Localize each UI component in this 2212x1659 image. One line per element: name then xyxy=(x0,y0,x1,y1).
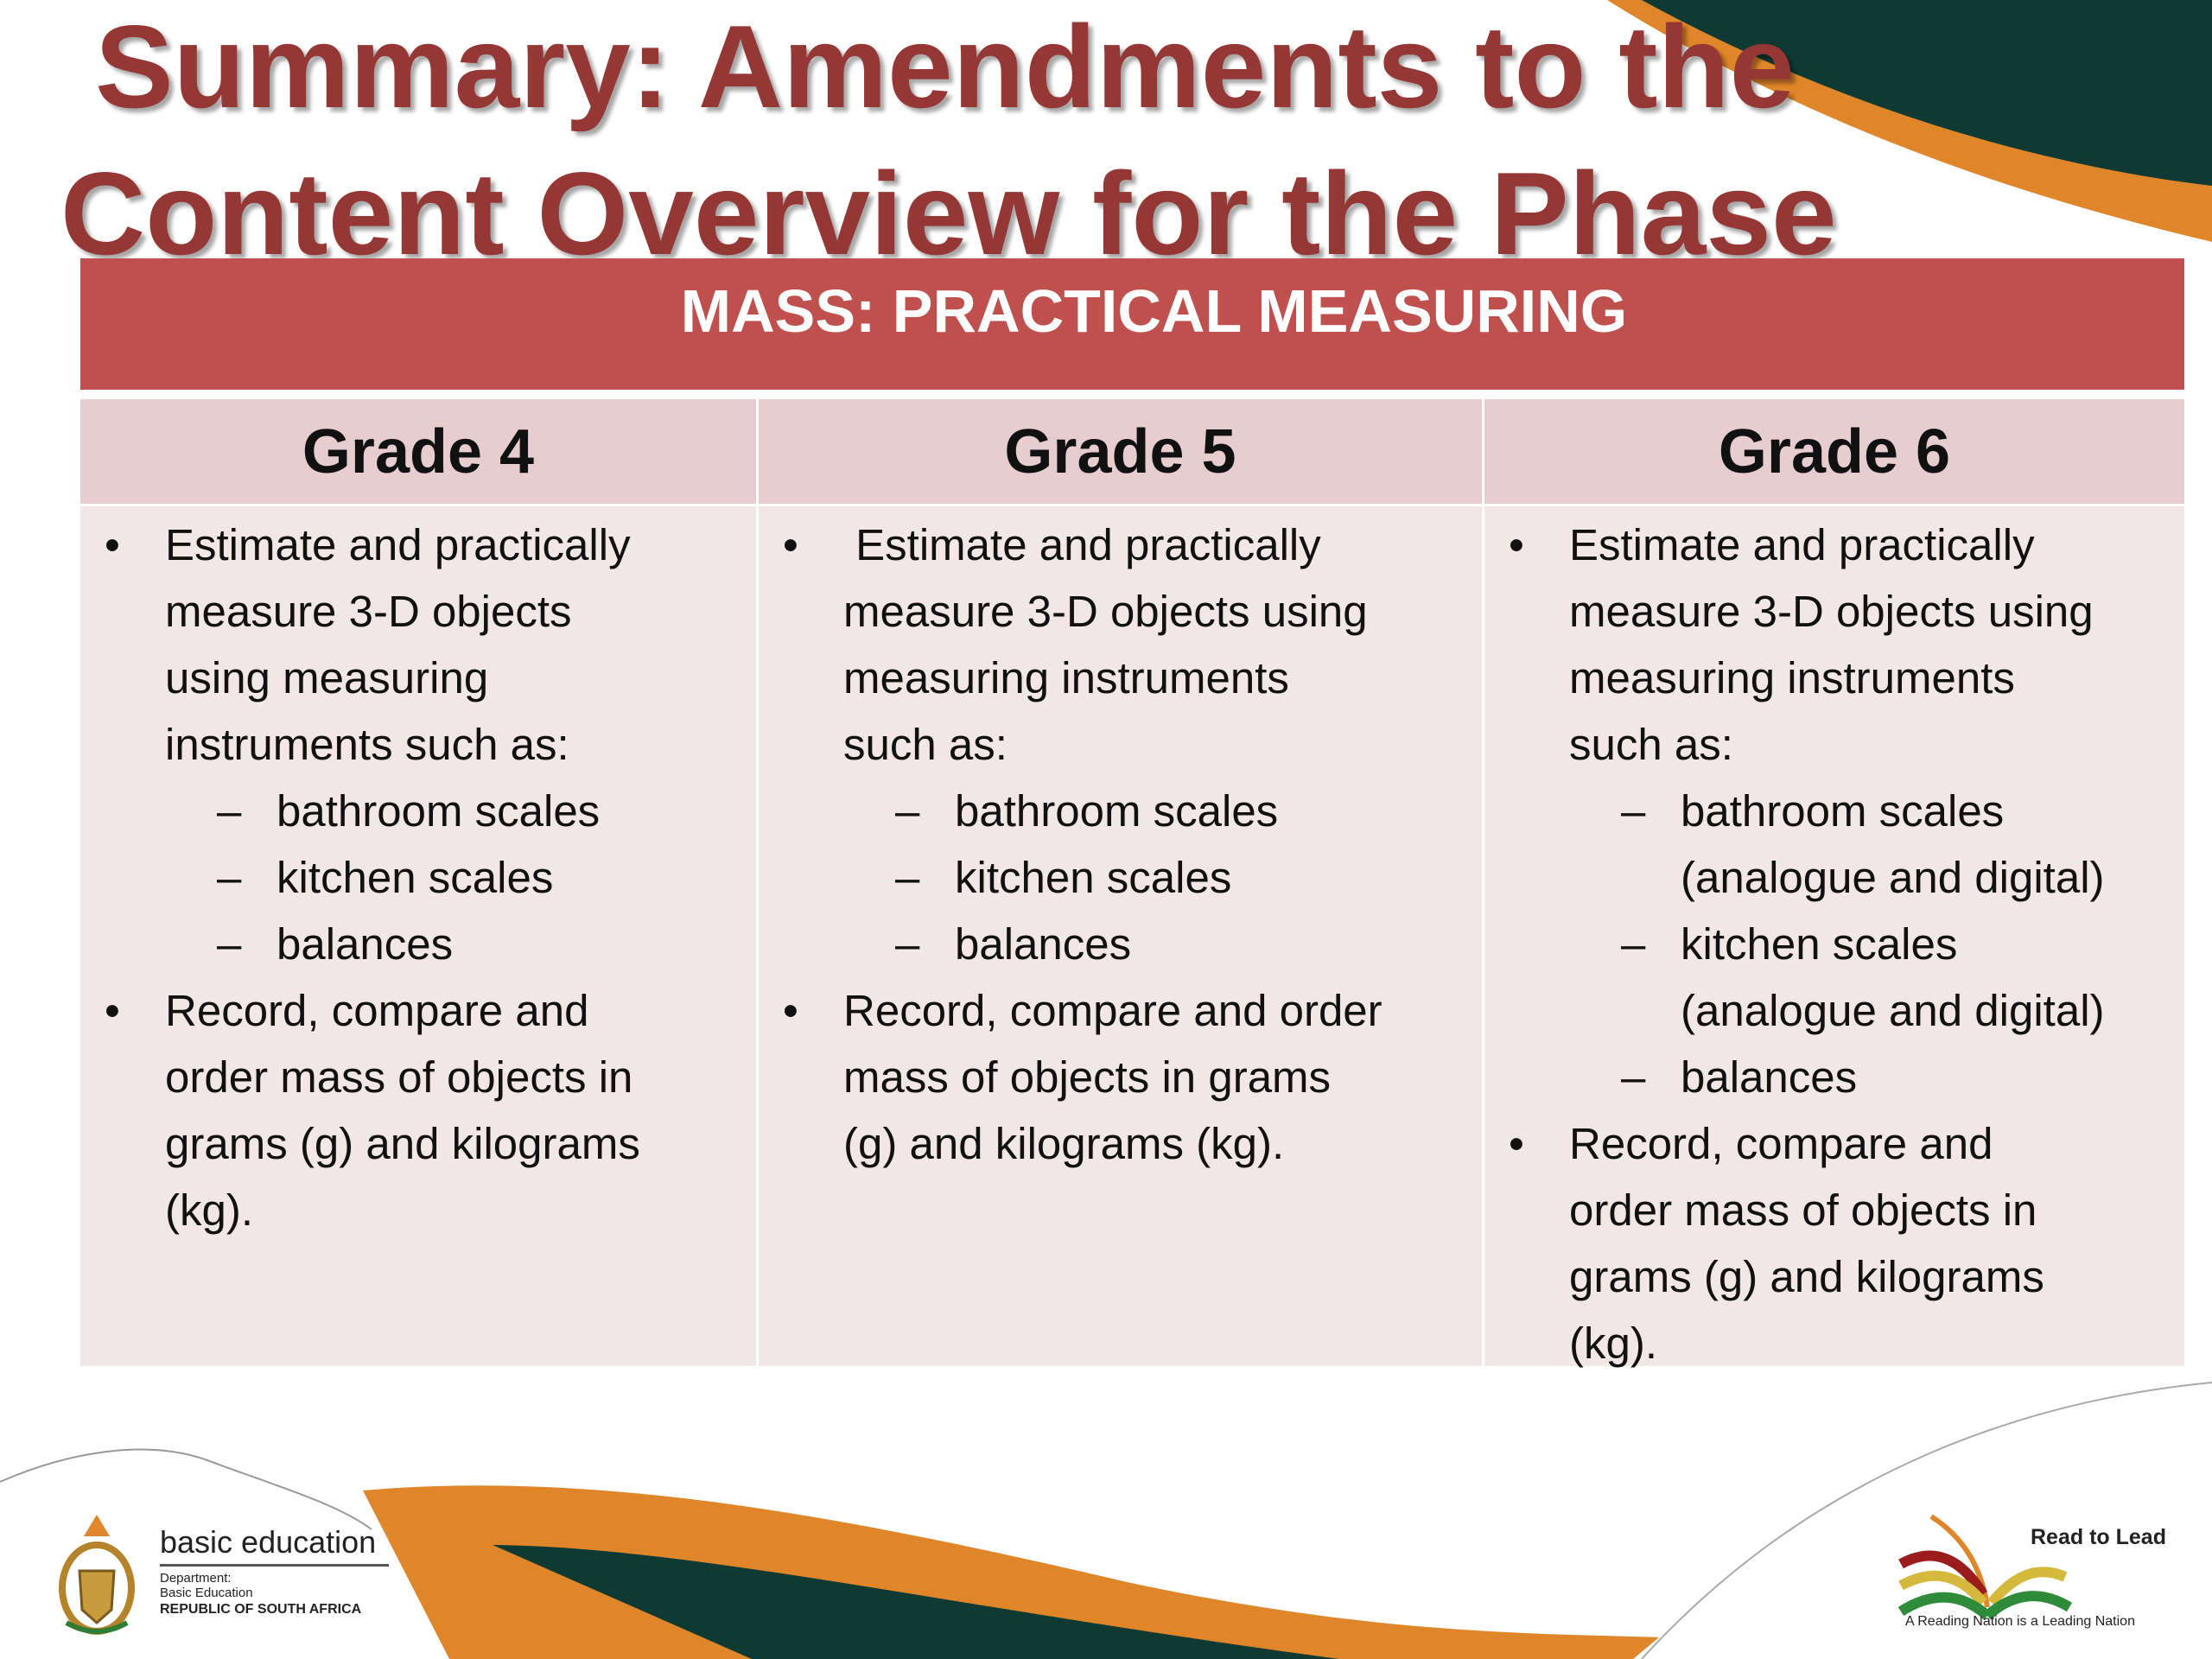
grade-content-cell: • Estimate and practically measure 3-D ob… xyxy=(759,506,1482,1366)
country-name: REPUBLIC OF SOUTH AFRICA xyxy=(160,1602,362,1617)
read-to-lead-name: Read to Lead xyxy=(2031,1525,2166,1549)
grade-header: Grade 5 xyxy=(759,399,1482,504)
bullet-text-line: Estimate and practically xyxy=(1569,520,2035,569)
bullet-text-line: such as: xyxy=(843,720,1007,769)
grade-header: Grade 6 xyxy=(1484,399,2184,504)
bullet-text-line: order mass of objects in xyxy=(165,1052,633,1102)
dash-icon: – xyxy=(895,853,920,902)
sub-item-text-line: balances xyxy=(276,919,454,969)
bottom-green-swoosh xyxy=(493,1545,1339,1659)
bullet-text-line: using measuring xyxy=(165,653,489,702)
dash-icon: – xyxy=(1621,1052,1646,1102)
bullet-text-line: Record, compare and order xyxy=(843,986,1382,1035)
bullet-text-line: instruments such as: xyxy=(165,720,569,769)
sub-item-text-line: kitchen scales xyxy=(955,853,1232,902)
title-line-1: Summary: Amendments to the xyxy=(95,1,1796,132)
bullet-icon: • xyxy=(105,986,120,1035)
dash-icon: – xyxy=(895,786,920,836)
bullet-text-line: Record, compare and xyxy=(165,986,589,1035)
dash-icon: – xyxy=(1621,919,1646,969)
bullet-text-line: measure 3-D objects using xyxy=(843,587,1368,636)
grade-content-cell: • Estimate and practically measure 3-D obj… xyxy=(80,506,756,1366)
slide-title: Summary: Amendments to the Content Overv… xyxy=(60,0,2082,287)
bullet-text-line: measuring instruments xyxy=(1569,653,2015,702)
sub-item-text-line: kitchen scales xyxy=(1681,919,1958,969)
sub-item-text-line: bathroom scales xyxy=(1681,786,2005,836)
topic-banner: MASS: PRACTICAL MEASURING xyxy=(80,258,2184,390)
coat-of-arms-logo xyxy=(59,1515,135,1635)
basic-education-name: basic education xyxy=(160,1524,377,1560)
grade-column: Grade 5 • Estimate and practically measure… xyxy=(759,399,1482,1366)
dash-icon: – xyxy=(895,919,920,969)
bullet-icon: • xyxy=(1509,520,1524,569)
sub-item-text-line: bathroom scales xyxy=(276,786,601,836)
title-line-2: Content Overview for the Phase xyxy=(60,148,1837,279)
bullet-text-line: such as: xyxy=(1569,720,1733,769)
bullet-text-line: grams (g) and kilograms xyxy=(165,1119,640,1168)
bullet-text-line: (kg). xyxy=(1569,1319,1657,1368)
dash-icon: – xyxy=(217,853,242,902)
bottom-grey-arc-left xyxy=(0,1448,372,1530)
sub-item-text-line: bathroom scales xyxy=(955,786,1279,836)
sub-item-text-line: balances xyxy=(1681,1052,1858,1102)
bottom-grey-arc-right xyxy=(1641,1382,2212,1659)
read-to-lead-tagline: A Reading Nation is a Leading Nation xyxy=(1905,1614,2135,1629)
grade-table: Grade 4 • Estimate and practically measure … xyxy=(80,399,2184,1368)
bullet-text-line: measure 3-D objects using xyxy=(1569,587,2094,636)
bullet-text-line: mass of objects in grams xyxy=(843,1052,1332,1102)
dash-icon: – xyxy=(1621,786,1646,836)
sub-item-text-line: kitchen scales xyxy=(276,853,554,902)
bullet-text-line: measuring instruments xyxy=(843,653,1289,702)
bullet-text-line: order mass of objects in xyxy=(1569,1185,2037,1235)
department-label: Department: xyxy=(160,1571,232,1586)
bullet-text-line: Record, compare and xyxy=(1569,1119,1993,1168)
bullet-icon: • xyxy=(783,986,798,1035)
logo-divider xyxy=(160,1564,389,1567)
bullet-text-line: Estimate and practically xyxy=(165,520,631,569)
bullet-text-line: grams (g) and kilograms xyxy=(1569,1252,2044,1301)
grade-header: Grade 4 xyxy=(80,399,756,504)
grade-column: Grade 6 • Estimate and practically measure … xyxy=(1484,399,2184,1368)
bullet-text-line: Estimate and practically xyxy=(843,520,1321,569)
top-right-green-swoosh xyxy=(1642,0,2212,186)
grade-content-cell: • Estimate and practically measure 3-D obj… xyxy=(1484,506,2184,1368)
sub-item-text-line: (analogue and digital) xyxy=(1681,853,2105,902)
bullet-icon: • xyxy=(1509,1119,1524,1168)
dash-icon: – xyxy=(217,919,242,969)
department-name: Basic Education xyxy=(160,1586,253,1600)
bullet-text-line: measure 3-D objects xyxy=(165,587,572,636)
read-to-lead-book-icon xyxy=(1897,1514,2073,1620)
grade-column: Grade 4 • Estimate and practically measure … xyxy=(80,399,756,1366)
sub-item-text-line: (analogue and digital) xyxy=(1681,986,2105,1035)
bullet-text-line: (g) and kilograms (kg). xyxy=(843,1119,1285,1168)
sub-item-text-line: balances xyxy=(955,919,1132,969)
bullet-text-line: (kg). xyxy=(165,1185,253,1235)
bullet-icon: • xyxy=(105,520,120,569)
bullet-icon: • xyxy=(783,520,798,569)
dash-icon: – xyxy=(217,786,242,836)
